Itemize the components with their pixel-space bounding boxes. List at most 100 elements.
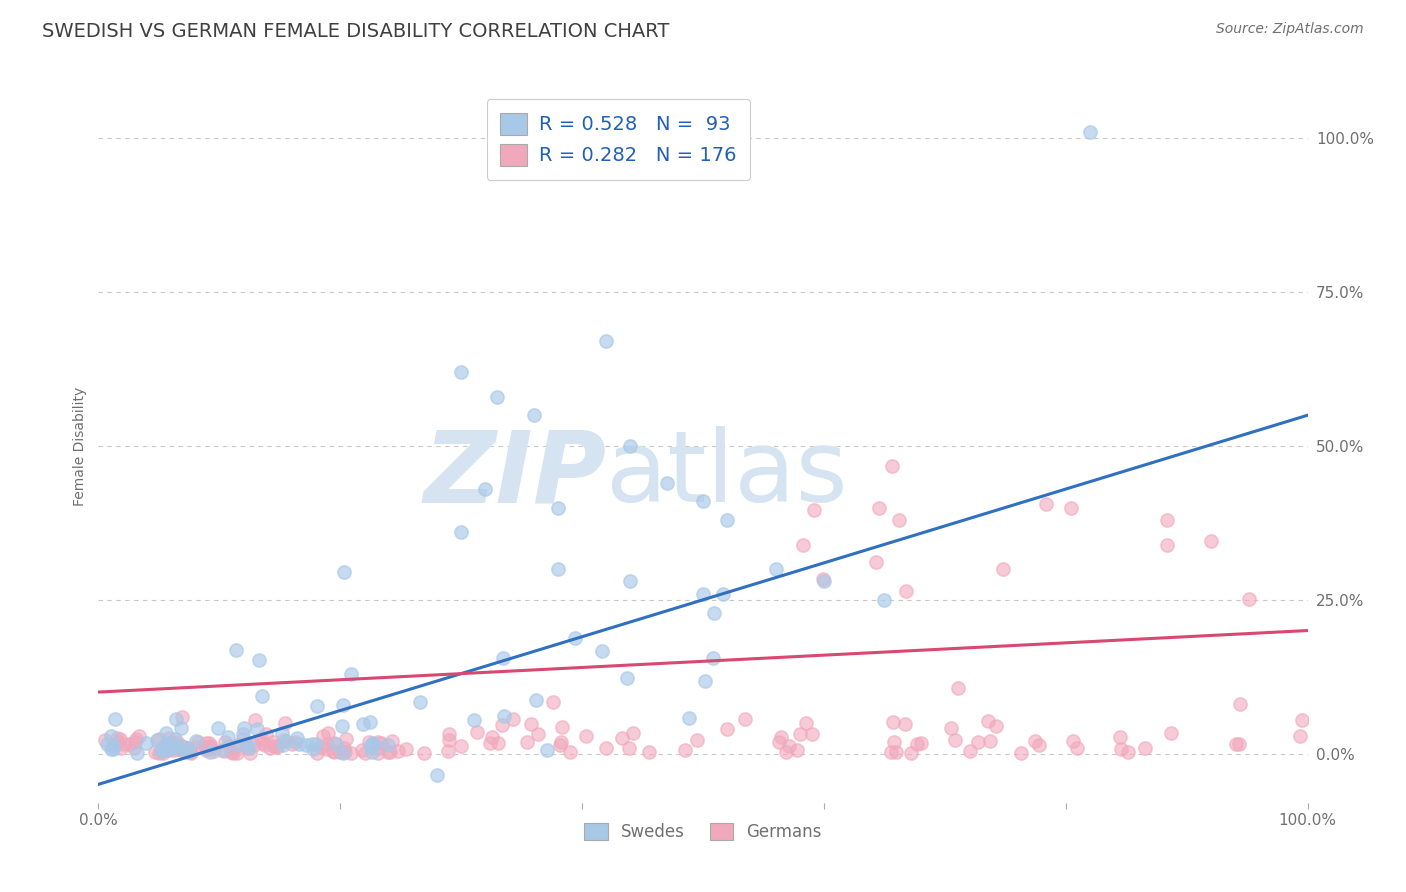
Point <box>889 513 911 527</box>
Point <box>219 745 242 759</box>
Point <box>450 525 472 540</box>
Point <box>214 735 236 749</box>
Point <box>1035 497 1057 511</box>
Point <box>163 743 186 757</box>
Point <box>1199 534 1222 549</box>
Point <box>678 711 700 725</box>
Point <box>273 732 295 747</box>
Point <box>734 712 756 726</box>
Point <box>523 409 546 423</box>
Point <box>316 726 339 740</box>
Point <box>128 729 150 743</box>
Point <box>165 713 187 727</box>
Text: ZIP: ZIP <box>423 426 606 523</box>
Point <box>315 742 337 756</box>
Point <box>218 739 240 753</box>
Point <box>170 739 193 753</box>
Point <box>1133 740 1156 755</box>
Point <box>226 738 249 752</box>
Text: SWEDISH VS GERMAN FEMALE DISABILITY CORRELATION CHART: SWEDISH VS GERMAN FEMALE DISABILITY CORR… <box>42 22 669 41</box>
Point <box>198 741 221 756</box>
Point <box>910 736 932 750</box>
Point <box>488 736 510 750</box>
Point <box>984 718 1007 732</box>
Point <box>146 733 169 747</box>
Point <box>357 735 380 749</box>
Point <box>1229 697 1251 711</box>
Point <box>254 738 277 752</box>
Y-axis label: Female Disability: Female Disability <box>73 386 87 506</box>
Point <box>692 494 714 508</box>
Point <box>243 738 266 752</box>
Point <box>350 743 373 757</box>
Point <box>166 734 188 748</box>
Point <box>638 745 661 759</box>
Point <box>135 736 157 750</box>
Point <box>367 746 389 760</box>
Point <box>426 768 449 782</box>
Point <box>304 737 326 751</box>
Point <box>977 714 1000 729</box>
Point <box>179 745 201 759</box>
Point <box>361 746 384 760</box>
Point <box>169 722 191 736</box>
Point <box>966 735 988 749</box>
Point <box>543 695 565 709</box>
Point <box>769 731 792 745</box>
Point <box>263 739 285 754</box>
Point <box>465 725 488 739</box>
Point <box>148 731 170 746</box>
Point <box>367 735 389 749</box>
Point <box>302 742 325 756</box>
Point <box>96 737 118 751</box>
Point <box>380 745 402 759</box>
Point <box>713 587 735 601</box>
Point <box>287 737 309 751</box>
Point <box>153 741 176 756</box>
Point <box>413 746 436 760</box>
Point <box>450 739 472 753</box>
Point <box>165 740 187 755</box>
Point <box>233 722 256 736</box>
Point <box>271 725 294 739</box>
Point <box>301 737 323 751</box>
Point <box>267 739 290 753</box>
Point <box>686 732 709 747</box>
Point <box>359 739 381 753</box>
Point <box>377 738 399 752</box>
Point <box>595 740 617 755</box>
Point <box>377 746 399 760</box>
Point <box>274 733 297 747</box>
Point <box>367 740 389 755</box>
Point <box>159 736 181 750</box>
Point <box>526 693 548 707</box>
Point <box>616 671 638 685</box>
Point <box>238 740 260 755</box>
Point <box>1108 730 1130 744</box>
Point <box>486 390 509 404</box>
Point <box>437 726 460 740</box>
Point <box>527 726 550 740</box>
Point <box>387 744 409 758</box>
Point <box>813 572 835 586</box>
Point <box>1156 513 1178 527</box>
Point <box>332 746 354 760</box>
Point <box>619 740 641 755</box>
Point <box>273 738 295 752</box>
Point <box>1225 737 1247 751</box>
Point <box>173 740 195 755</box>
Point <box>450 365 472 379</box>
Point <box>558 746 581 760</box>
Point <box>1028 739 1050 753</box>
Point <box>152 746 174 760</box>
Point <box>619 439 641 453</box>
Point <box>1062 734 1084 748</box>
Point <box>195 742 218 756</box>
Point <box>333 565 356 579</box>
Point <box>492 651 515 665</box>
Point <box>1066 741 1088 756</box>
Point <box>165 738 187 752</box>
Point <box>894 717 917 731</box>
Point <box>177 743 200 757</box>
Point <box>322 743 344 757</box>
